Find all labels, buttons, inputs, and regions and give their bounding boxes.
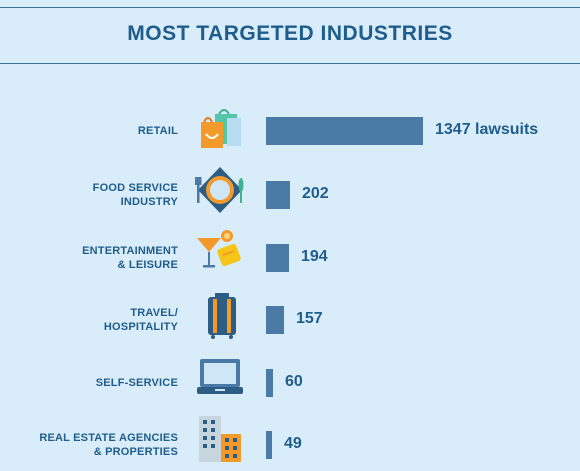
buildings-icon — [199, 416, 241, 462]
category-label: RETAIL — [137, 125, 178, 137]
bar — [266, 181, 290, 209]
category-label: TRAVEL/ HOSPITALITY — [103, 307, 178, 333]
category-label: FOOD SERVICE INDUSTRY — [92, 182, 178, 208]
bar — [266, 369, 273, 397]
category-label: SELF-SERVICE — [95, 377, 178, 389]
suitcase-icon — [208, 293, 236, 339]
bar — [266, 431, 272, 459]
value-label: 60 — [285, 373, 303, 390]
value-label: 1347 lawsuits — [435, 121, 539, 138]
laptop-icon — [197, 359, 243, 394]
value-label: 49 — [284, 435, 302, 452]
bar — [266, 117, 423, 145]
value-label: 202 — [302, 185, 329, 202]
value-label: 194 — [301, 248, 328, 265]
title-bottom-rule — [0, 63, 580, 64]
cocktail-tickets-icon — [197, 230, 241, 268]
chart-title: MOST TARGETED INDUSTRIES — [127, 22, 453, 45]
shopping-bags-icon — [201, 109, 241, 148]
title-top-rule — [0, 7, 580, 8]
dinner-plate-icon — [195, 167, 244, 213]
category-label: REAL ESTATE AGENCIES & PROPERTIES — [39, 432, 178, 458]
bar — [266, 306, 284, 334]
value-label: 157 — [296, 310, 323, 327]
bar — [266, 244, 289, 272]
category-label: ENTERTAINMENT & LEISURE — [82, 245, 178, 271]
